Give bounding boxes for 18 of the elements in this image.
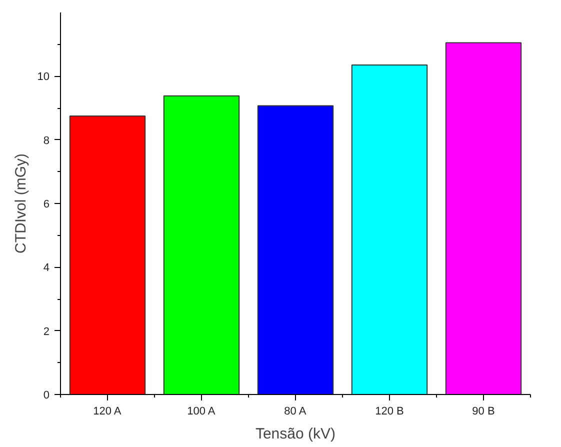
y-tick-label: 10	[37, 71, 50, 84]
y-tick-label: 8	[43, 134, 50, 147]
x-tick-label: 80 A	[284, 406, 307, 418]
y-tick-label: 2	[43, 326, 50, 338]
x-tick-label: 90 B	[472, 406, 495, 418]
y-axis-title: CTDIvol (mGy)	[12, 153, 30, 254]
x-tick-label: 120 A	[93, 406, 122, 418]
y-tick-label: 0	[43, 390, 50, 402]
y-tick-label: 6	[43, 198, 50, 210]
bar	[69, 115, 146, 394]
bar	[445, 42, 522, 394]
x-tick-label: 120 B	[375, 406, 404, 418]
x-tick-label: 100 A	[187, 406, 216, 418]
y-tick-label: 4	[43, 262, 50, 274]
bar	[163, 95, 240, 394]
x-axis-title: Tensão (kV)	[255, 426, 336, 442]
bar	[351, 64, 428, 394]
bar	[257, 105, 334, 394]
